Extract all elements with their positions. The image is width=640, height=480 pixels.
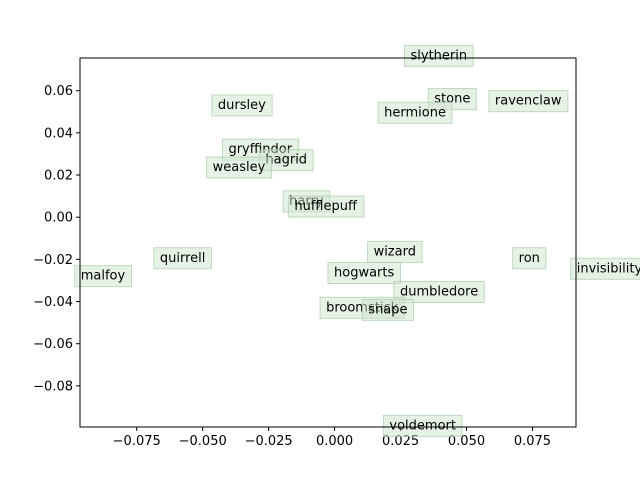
y-tick-label: 0.00 bbox=[44, 211, 73, 226]
word-point-label: ron bbox=[519, 251, 540, 266]
word-point-box bbox=[377, 101, 453, 124]
word-point-label: voldemort bbox=[389, 418, 456, 433]
word-point-label: dumbledore bbox=[400, 284, 478, 299]
word-point: dumbledore bbox=[393, 280, 485, 303]
word-point: hogwarts bbox=[327, 262, 401, 285]
word-point-box bbox=[570, 257, 640, 280]
word-point-label: snape bbox=[368, 302, 407, 317]
word-point: hufflepuff bbox=[287, 195, 365, 218]
y-tick-label: 0.06 bbox=[44, 84, 73, 99]
word-point: dursley bbox=[211, 94, 273, 117]
word-point: weasley bbox=[206, 156, 273, 179]
word-point-label: ravenclaw bbox=[495, 94, 562, 109]
word-point-box bbox=[404, 44, 474, 67]
word-point: malfoy bbox=[74, 265, 132, 288]
word-point: stone bbox=[427, 88, 477, 111]
word-point: hermione bbox=[377, 101, 453, 124]
word-point-box bbox=[327, 262, 401, 285]
x-tick-label: −0.075 bbox=[113, 434, 161, 449]
word-point-box bbox=[287, 195, 365, 218]
word-point-label: malfoy bbox=[81, 269, 126, 284]
word-point-box bbox=[393, 280, 485, 303]
word-point: quirrell bbox=[153, 247, 212, 270]
word-point-label: hermione bbox=[384, 105, 446, 120]
word-point-box bbox=[211, 94, 273, 117]
y-tick-label: −0.02 bbox=[33, 253, 73, 268]
word-point-box bbox=[382, 414, 463, 437]
word-point-label: invisibility bbox=[577, 261, 640, 276]
y-tick-label: −0.04 bbox=[33, 295, 73, 310]
word-point: voldemort bbox=[382, 414, 463, 437]
word-point: snape bbox=[361, 298, 415, 321]
plot-area-frame bbox=[79, 57, 577, 428]
word-point-label: hogwarts bbox=[334, 266, 394, 281]
word-point-label: dursley bbox=[218, 98, 266, 113]
word-point-box bbox=[153, 247, 212, 270]
x-tick-label: 0.075 bbox=[514, 434, 551, 449]
y-tick-label: −0.06 bbox=[33, 337, 73, 352]
word-point: wizard bbox=[367, 240, 423, 263]
word-point-box bbox=[74, 265, 132, 288]
word-point-label: hufflepuff bbox=[294, 199, 358, 214]
x-tick-label: −0.050 bbox=[179, 434, 227, 449]
word-point-box bbox=[488, 90, 569, 113]
word-point-box bbox=[512, 247, 547, 270]
word-point: ravenclaw bbox=[488, 90, 569, 113]
y-tick-label: 0.02 bbox=[44, 169, 73, 184]
word-point-label: wizard bbox=[374, 244, 416, 259]
y-tick-label: 0.04 bbox=[44, 126, 73, 141]
word-point: hagrid bbox=[258, 149, 314, 172]
word-point-label: slytherin bbox=[411, 48, 468, 63]
ticks-layer: −0.075 −0.050 −0.025 0.000 0.025 0.050 0.075 0.… bbox=[33, 84, 551, 449]
x-tick-label: 0.025 bbox=[382, 434, 419, 449]
word-point-box bbox=[206, 156, 273, 179]
word-point: ron bbox=[512, 247, 547, 270]
word-point-label: quirrell bbox=[160, 251, 206, 266]
word-point-label: weasley bbox=[213, 160, 266, 175]
points-layer: slytherinstoneravenclawdursleyhermionegr… bbox=[74, 44, 640, 437]
word-point: invisibility bbox=[570, 257, 640, 280]
word-point-box bbox=[361, 298, 415, 321]
x-tick-label: 0.050 bbox=[448, 434, 485, 449]
x-tick-label: −0.025 bbox=[245, 434, 293, 449]
word-point: slytherin bbox=[404, 44, 474, 67]
word-point-label: hagrid bbox=[265, 153, 307, 168]
x-tick-label: 0.000 bbox=[316, 434, 353, 449]
y-tick-label: −0.08 bbox=[33, 379, 73, 394]
